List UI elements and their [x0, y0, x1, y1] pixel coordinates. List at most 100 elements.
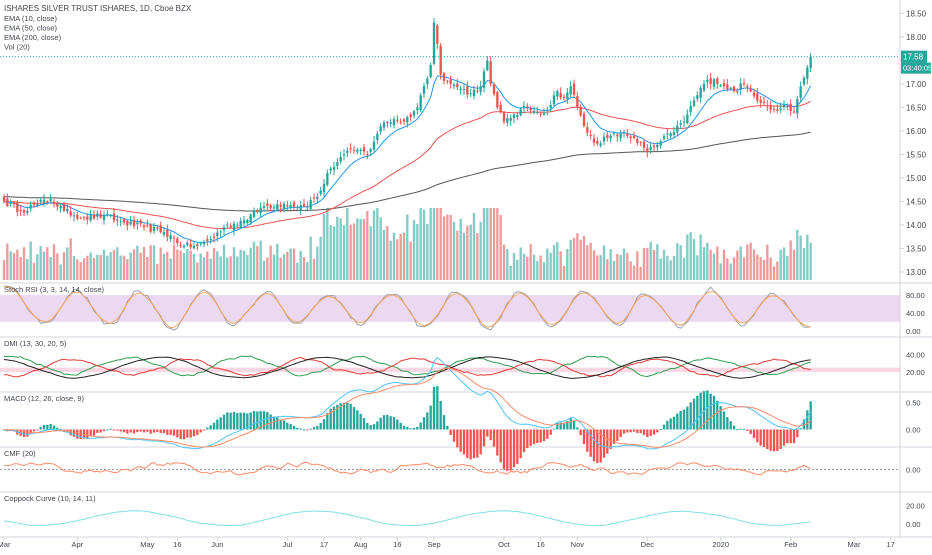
candle: [629, 136, 632, 139]
candle: [179, 244, 182, 246]
macd-histogram-bar: [739, 428, 742, 430]
macd-histogram-bar: [722, 411, 726, 430]
macd-histogram-bar: [582, 429, 586, 445]
volume-bar: [489, 208, 492, 280]
macd-histogram-bar: [469, 429, 472, 460]
macd-histogram-bar: [572, 420, 576, 430]
volume-bar: [172, 244, 176, 280]
volume-bar: [169, 258, 172, 280]
volume-bar: [452, 221, 456, 280]
macd-histogram-bar: [86, 429, 89, 439]
pane-label-cmf: CMF (20): [4, 449, 36, 458]
volume-bar: [482, 208, 486, 280]
macd-histogram-bar: [359, 413, 362, 430]
volume-bar: [196, 262, 199, 280]
volume-bar: [76, 259, 79, 280]
macd-histogram-bar: [369, 425, 372, 430]
pane-axis-tick-label: 40.00: [906, 309, 925, 318]
volume-bar: [496, 208, 499, 280]
macd-histogram-bar: [642, 429, 646, 435]
macd-histogram-bar: [342, 402, 346, 430]
macd-histogram-bar: [356, 410, 359, 430]
macd-histogram-bar: [322, 419, 326, 430]
macd-histogram-bar: [696, 395, 699, 430]
candle: [106, 213, 109, 215]
macd-histogram-bar: [156, 429, 159, 432]
volume-bar: [372, 210, 376, 280]
macd-histogram-bar: [712, 395, 716, 430]
macd-histogram-bar: [262, 411, 266, 430]
candle: [456, 83, 459, 88]
candle: [266, 203, 269, 206]
time-axis-tick-label: Aug: [354, 540, 367, 549]
volume-bar: [679, 245, 682, 280]
volume-bar: [119, 255, 122, 280]
candle: [216, 232, 219, 237]
volume-bar: [359, 218, 362, 280]
macd-histogram-bar: [166, 429, 169, 435]
pane-axis-tick-label: 80.00: [906, 291, 925, 300]
volume-bar: [239, 249, 242, 280]
volume-bar: [769, 257, 772, 280]
candle: [409, 114, 412, 117]
volume-bar: [42, 251, 46, 280]
volume-bar: [759, 256, 762, 280]
candle: [102, 215, 106, 221]
volume-bar: [79, 262, 82, 280]
candle: [82, 217, 86, 219]
candle: [672, 132, 676, 136]
candle: [86, 216, 89, 220]
volume-bar: [526, 256, 529, 280]
macd-histogram-bar: [512, 429, 516, 468]
candle: [399, 121, 402, 123]
volume-bar: [606, 259, 609, 280]
candle: [126, 221, 129, 226]
candle: [479, 86, 482, 92]
macd-histogram-bar: [639, 429, 642, 434]
candle: [359, 149, 362, 152]
candle: [442, 73, 446, 81]
volume-bar: [739, 246, 742, 280]
macd-histogram-bar: [686, 406, 689, 430]
volume-bar: [209, 258, 212, 280]
volume-bar: [772, 266, 776, 280]
macd-histogram-bar: [496, 429, 499, 456]
macd-histogram-bar: [466, 429, 469, 459]
macd-histogram-bar: [29, 429, 32, 434]
chart-title: ISHARES SILVER TRUST ISHARES, 1D, Cboe B…: [4, 4, 192, 13]
volume-bar: [62, 252, 66, 280]
macd-histogram-bar: [666, 420, 669, 430]
macd-histogram-bar: [446, 425, 449, 430]
candle: [222, 227, 226, 231]
volume-bar: [642, 247, 646, 280]
volume-bar: [149, 245, 152, 280]
candle: [766, 105, 769, 107]
candle: [349, 148, 352, 150]
macd-histogram-bar: [492, 429, 496, 447]
dmi-plus-line: [3, 355, 811, 378]
macd-histogram-bar: [376, 421, 379, 430]
macd-histogram-bar: [606, 429, 609, 454]
macd-histogram-bar: [402, 425, 406, 430]
volume-bar: [516, 259, 519, 280]
time-axis-tick-label: 2020: [712, 540, 729, 549]
volume-bar: [806, 234, 809, 280]
volume-bar: [602, 245, 606, 280]
macd-histogram-bar: [532, 429, 536, 445]
volume-bar: [549, 252, 552, 280]
macd-histogram-bar: [99, 429, 102, 433]
volume-bar: [36, 254, 39, 280]
volume-bar: [52, 244, 56, 280]
candle: [566, 92, 569, 99]
volume-bar: [319, 236, 322, 280]
candle: [292, 202, 296, 207]
macd-histogram-bar: [136, 429, 139, 433]
candle: [729, 87, 732, 89]
volume-bar: [666, 255, 669, 280]
macd-histogram-bar: [809, 401, 812, 430]
countdown-tag: [901, 62, 931, 74]
macd-histogram-bar: [112, 429, 116, 431]
candle: [779, 108, 782, 110]
